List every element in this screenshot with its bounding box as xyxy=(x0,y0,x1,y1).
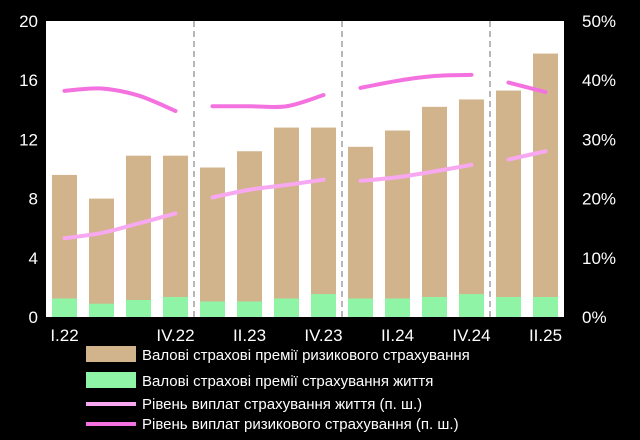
line-ratio-risk-segment xyxy=(62,86,178,113)
bar-premium-life xyxy=(311,294,336,317)
x-tick-label: II.23 xyxy=(233,326,266,345)
bar-premium-life xyxy=(385,298,410,317)
bar-premium-risk xyxy=(348,146,373,317)
x-axis: I.22 IV.22 II.23 IV.23 II.24 IV.24 II.25 xyxy=(50,326,562,345)
line-ratio-risk-segment xyxy=(210,93,326,110)
bar-premium-risk xyxy=(237,151,262,317)
x-tick-label: IV.23 xyxy=(304,326,342,345)
bar-premium-risk xyxy=(385,130,410,317)
line-ratio-life-segment xyxy=(210,177,326,200)
legend-label-ratio-risk: Рівень виплат ризикового страхування (п.… xyxy=(142,416,459,433)
bar-premium-life xyxy=(237,301,262,317)
line-ratio-life-segment xyxy=(506,149,548,162)
legend: Валові страхові премії ризикового страху… xyxy=(86,346,470,433)
bar-premium-risk xyxy=(533,53,558,318)
legend-swatch-premium-risk xyxy=(86,346,136,362)
bar-premium-life xyxy=(496,297,521,317)
bar-premium-life xyxy=(348,298,373,317)
y-right-tick-label: 40% xyxy=(582,71,616,90)
y-left-tick-label: 0 xyxy=(29,308,38,327)
y-left-tick-label: 12 xyxy=(19,130,38,149)
line-ratio-risk-segment xyxy=(506,80,548,95)
y-left-tick-label: 4 xyxy=(29,249,38,268)
bar-premium-risk xyxy=(459,99,484,317)
legend-item-ratio-life: Рівень виплат страхування життя (п. ш.) xyxy=(86,396,422,413)
bar-premium-risk xyxy=(311,127,336,317)
x-tick-label: II.24 xyxy=(381,326,414,345)
line-ratio-risk-segment xyxy=(358,72,474,90)
x-tick-label: IV.24 xyxy=(452,326,490,345)
bar-premium-life xyxy=(533,297,558,317)
x-tick-label: I.22 xyxy=(50,326,78,345)
bar-premium-life xyxy=(422,297,447,317)
legend-swatch-premium-life xyxy=(86,372,136,388)
bar-premium-life xyxy=(163,297,188,317)
legend-item-premium-life: Валові страхові премії страхування життя xyxy=(86,372,433,390)
bar-premium-life xyxy=(52,298,77,317)
bars-layer xyxy=(52,53,558,318)
bar-premium-risk xyxy=(422,106,447,317)
y-right-tick-label: 30% xyxy=(582,130,616,149)
y-right-tick-label: 0% xyxy=(582,308,607,327)
line-ratio-life-segment xyxy=(62,211,178,241)
y-right-tick-label: 50% xyxy=(582,12,616,31)
bar-premium-risk xyxy=(274,127,299,317)
right-axis: 0% 10% 20% 30% 40% 50% xyxy=(582,12,616,327)
bar-premium-life xyxy=(126,299,151,317)
bar-premium-life xyxy=(459,294,484,317)
y-right-tick-label: 10% xyxy=(582,249,616,268)
bar-premium-risk xyxy=(163,155,188,317)
left-axis: 0 4 8 12 16 20 xyxy=(19,12,38,327)
legend-label-premium-life: Валові страхові премії страхування життя xyxy=(142,373,433,390)
bar-premium-life xyxy=(274,298,299,317)
legend-label-ratio-life: Рівень виплат страхування життя (п. ш.) xyxy=(142,396,422,413)
bar-premium-risk xyxy=(200,167,225,317)
y-left-tick-label: 20 xyxy=(19,12,38,31)
y-left-tick-label: 16 xyxy=(19,71,38,90)
bar-premium-life xyxy=(89,303,114,317)
line-ratio-life-segment xyxy=(358,162,474,183)
legend-label-premium-risk: Валові страхові премії ризикового страху… xyxy=(142,347,470,364)
bar-premium-risk xyxy=(89,198,114,317)
plot-area xyxy=(46,21,564,317)
bar-premium-risk xyxy=(496,90,521,317)
y-right-tick-label: 20% xyxy=(582,190,616,209)
bar-premium-risk xyxy=(52,174,77,317)
bar-premium-risk xyxy=(126,155,151,317)
bar-premium-life xyxy=(200,301,225,317)
x-tick-label: II.25 xyxy=(529,326,562,345)
lines-layer xyxy=(62,72,548,241)
legend-item-ratio-risk: Рівень виплат ризикового страхування (п.… xyxy=(86,416,459,433)
x-tick-label: IV.22 xyxy=(156,326,194,345)
legend-item-premium-risk: Валові страхові премії ризикового страху… xyxy=(86,346,470,364)
y-left-tick-label: 8 xyxy=(29,190,38,209)
